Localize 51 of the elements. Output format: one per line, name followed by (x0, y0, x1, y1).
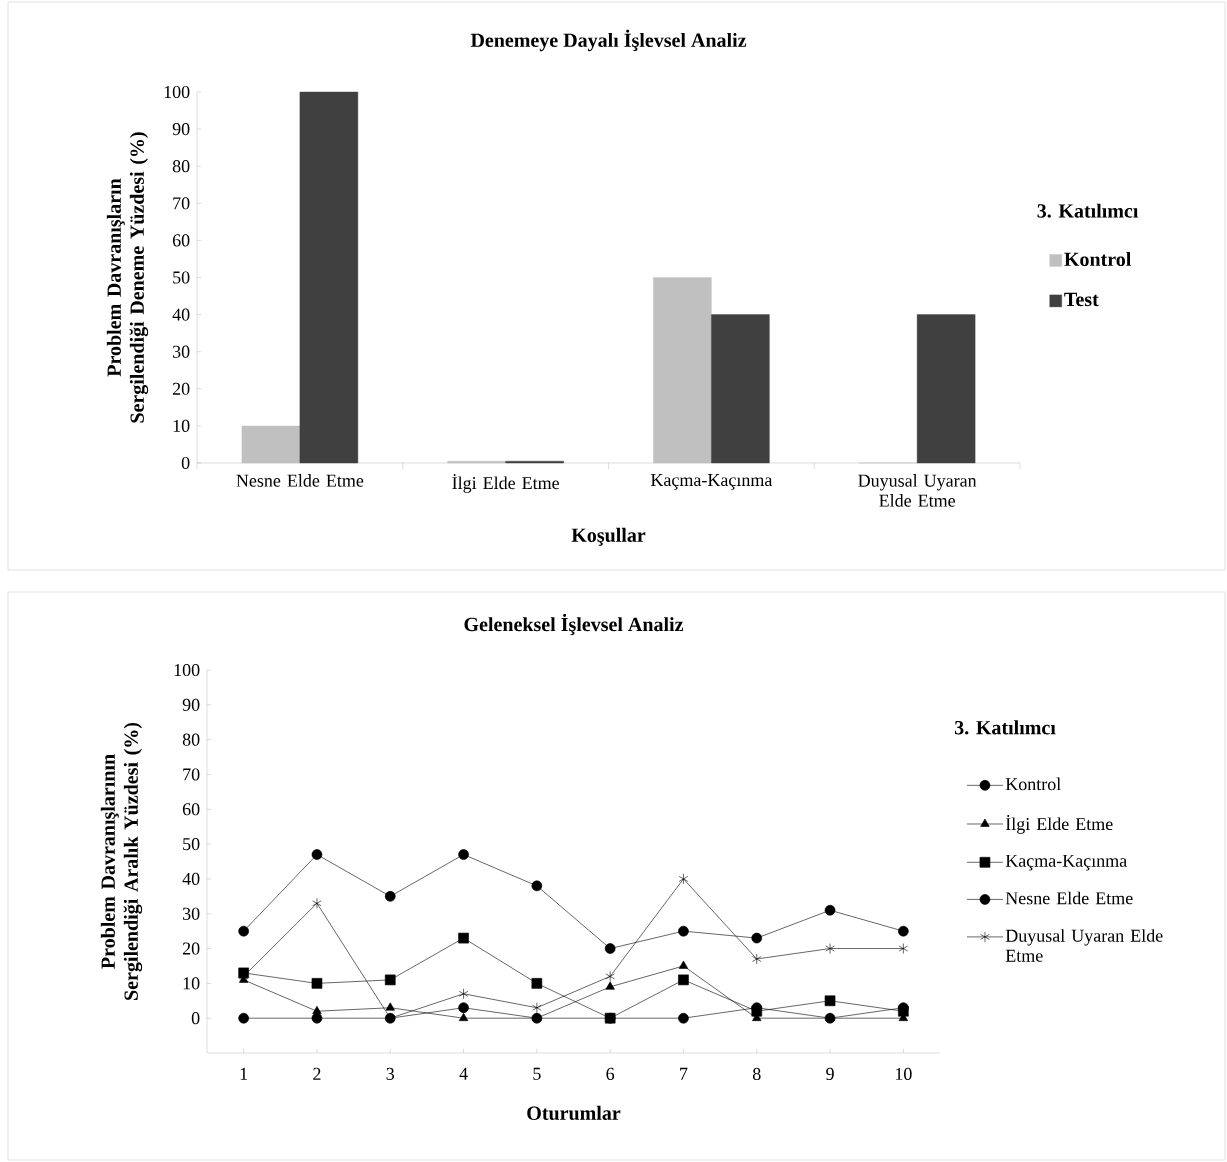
legend-label: Kaçma-Kaçınma (1005, 854, 1127, 871)
x-tick-label: 2 (313, 1067, 321, 1080)
legend-label: İlgi Elde Etme (1005, 815, 1113, 834)
legend-title: 3. Katılımcı (954, 720, 1056, 735)
y-tick-label: 100 (164, 85, 190, 99)
x-tick-label: İlgi Elde Etme (452, 474, 559, 493)
y-axis-title: Problem Davranışlarının Sergilendiği Aralık Yüzdesi (%) (100, 722, 143, 1000)
legend-label: Duyusal Uyaran Elde Etme (1005, 929, 1163, 962)
y-tick-label: 20 (182, 942, 200, 955)
y-tick-label: 20 (172, 382, 190, 395)
chart-title: Denemeye Dayalı İşlevsel Analiz (470, 29, 747, 52)
y-tick-label: 30 (172, 345, 190, 358)
y-tick-label: 40 (182, 872, 200, 885)
y-axis-title: Problem Davranışların Sergilendiği Deneme Yüzdesi (%) (106, 132, 149, 423)
y-tick-label: 50 (183, 838, 200, 851)
x-axis-title: Koşullar (571, 527, 646, 546)
x-tick-label: 6 (606, 1067, 615, 1080)
y-tick-label: 40 (172, 308, 190, 321)
x-tick-label: 10 (895, 1067, 912, 1081)
y-tick-label: 10 (183, 977, 200, 990)
x-tick-label: 9 (826, 1067, 834, 1080)
y-tick-label: 80 (182, 733, 200, 746)
y-tick-label: 50 (173, 271, 190, 284)
y-tick-label: 70 (183, 768, 200, 781)
x-tick-label: 8 (752, 1067, 761, 1081)
y-tick-label: 30 (182, 907, 200, 920)
y-tick-label: 90 (182, 698, 200, 711)
legend-label: Kontrol (1064, 252, 1131, 267)
y-tick-label: 0 (191, 1012, 200, 1025)
legend-label: Nesne Elde Etme (1005, 891, 1133, 905)
y-tick-label: 70 (173, 197, 190, 210)
x-tick-label: 1 (240, 1067, 248, 1080)
x-axis-title: Oturumlar (527, 1105, 621, 1120)
x-tick-label: 4 (459, 1067, 468, 1080)
x-tick-label: 5 (533, 1067, 541, 1080)
legend-label: Kontrol (1005, 777, 1061, 791)
y-tick-label: 80 (172, 160, 190, 173)
y-tick-label: 90 (172, 123, 190, 136)
y-tick-label: 0 (181, 456, 190, 470)
legend-title: 3. Katılımcı (1037, 203, 1139, 218)
x-tick-label: Nesne Elde Etme (236, 474, 364, 487)
x-tick-label: Duyusal Uyaran Elde Etme (858, 474, 977, 507)
y-tick-label: 10 (173, 419, 190, 432)
y-tick-label: 60 (172, 234, 190, 247)
x-tick-label: 3 (386, 1067, 395, 1080)
chart-title: Geleneksel İşlevsel Analiz (464, 613, 684, 636)
y-tick-label: 60 (182, 803, 200, 816)
y-tick-label: 100 (174, 663, 200, 677)
x-tick-label: Kaçma-Kaçınma (650, 474, 773, 490)
x-tick-label: 7 (680, 1067, 688, 1080)
legend-label: Test (1064, 292, 1099, 307)
